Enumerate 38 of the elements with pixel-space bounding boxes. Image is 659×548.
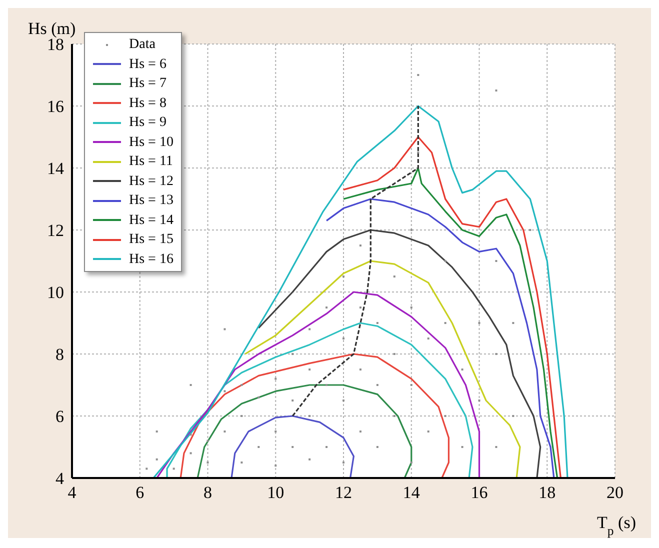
x-tick-label: 16 bbox=[470, 483, 488, 502]
legend-label: Hs = 9 bbox=[129, 114, 166, 132]
x-axis-title: T$_{p}$ (s) bbox=[597, 513, 636, 538]
legend-label: Hs = 6 bbox=[129, 56, 166, 74]
legend-label: Hs = 7 bbox=[129, 75, 166, 93]
line-series bbox=[180, 353, 450, 478]
legend-label: Hs = 10 bbox=[129, 134, 174, 152]
line-series bbox=[156, 291, 480, 478]
x-tick-label: 6 bbox=[136, 483, 144, 502]
y-tick-label: 14 bbox=[47, 159, 64, 178]
line-series bbox=[230, 415, 354, 478]
y-tick-label: 10 bbox=[47, 283, 64, 302]
x-tick-label: 12 bbox=[335, 483, 352, 502]
y-tick-label: 16 bbox=[47, 97, 64, 116]
line-series bbox=[292, 105, 419, 417]
legend-label: Hs = 13 bbox=[129, 192, 174, 210]
y-tick-label: 12 bbox=[47, 221, 64, 240]
x-tick-label: 4 bbox=[68, 483, 77, 502]
line-series bbox=[244, 260, 521, 478]
line-series bbox=[258, 229, 542, 478]
x-tick-label: 14 bbox=[402, 483, 420, 502]
line-series bbox=[196, 384, 412, 478]
x-tick-label: 20 bbox=[606, 483, 624, 502]
y-tick-label: 8 bbox=[56, 345, 64, 364]
legend-label: Data bbox=[129, 36, 156, 54]
y-tick-label: 6 bbox=[56, 407, 64, 426]
legend-label: Hs = 12 bbox=[129, 172, 174, 190]
legend-label: Hs = 14 bbox=[129, 212, 174, 230]
legend-label: Hs = 11 bbox=[129, 153, 173, 171]
y-tick-label: 4 bbox=[56, 469, 64, 488]
x-tick-label: 18 bbox=[538, 483, 556, 502]
legend-label: Hs = 15 bbox=[129, 231, 174, 249]
line-series bbox=[326, 198, 555, 478]
y-axis-title: Hs (m) bbox=[28, 19, 76, 38]
x-tick-label: 8 bbox=[204, 483, 212, 502]
legend-label: Hs = 8 bbox=[129, 94, 166, 112]
x-tick-label: 10 bbox=[267, 483, 284, 502]
legend-label: Hs = 16 bbox=[129, 250, 174, 268]
